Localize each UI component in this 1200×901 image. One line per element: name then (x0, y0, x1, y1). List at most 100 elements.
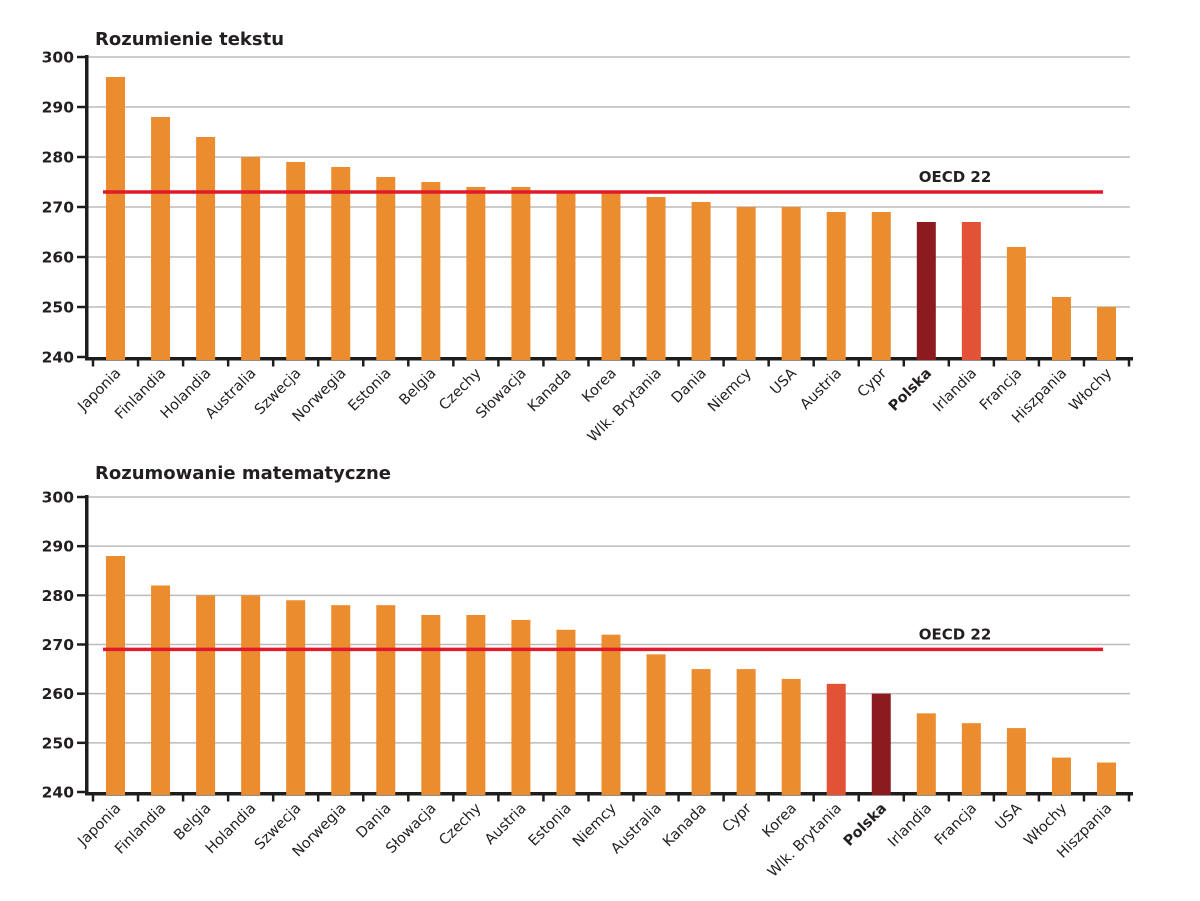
x-label-francja: Francja (932, 801, 980, 849)
bar-polska (871, 693, 891, 795)
x-tick (136, 795, 140, 802)
bar-japonia (106, 556, 126, 795)
y-axis (85, 55, 89, 361)
x-label-kanada: Kanada (525, 366, 575, 416)
x-tick (542, 360, 545, 367)
x-label-korea: Korea (579, 366, 619, 406)
x-label-usa: USA (993, 800, 1026, 833)
x-tick (857, 360, 860, 367)
x-label-irlandia: Irlandia (885, 801, 935, 851)
x-tick (316, 360, 320, 367)
y-tick-label-270: 270 (42, 636, 75, 654)
bar-korea (781, 678, 801, 795)
bar-niemcy (736, 207, 756, 360)
y-tick (77, 255, 85, 259)
x-tick (992, 795, 996, 802)
bar-cypr (871, 212, 891, 360)
y-tick (77, 495, 85, 499)
bar-austria (511, 619, 531, 795)
bar-polska (916, 222, 936, 360)
x-tick (1037, 360, 1041, 367)
x-tick (722, 360, 725, 367)
x-label-cypr: Cypr (855, 365, 890, 400)
y-tick-label-280: 280 (42, 587, 75, 605)
bar-cypr (736, 669, 756, 795)
y-tick (77, 544, 85, 548)
bar-usa (781, 207, 801, 360)
chart-title: Rozumienie tekstu (95, 29, 284, 50)
x-tick (767, 795, 770, 802)
x-label-cypr: Cypr (720, 800, 755, 835)
x-tick (226, 360, 230, 367)
bar-francja (1006, 247, 1026, 360)
y-tick-label-240: 240 (42, 349, 75, 367)
x-tick (271, 360, 275, 367)
y-tick-label-260: 260 (42, 685, 75, 703)
x-label-wlochy: Włochy (1066, 365, 1115, 414)
x-label-korea: Korea (760, 801, 800, 841)
x-label-estonia: Estonia (526, 801, 575, 850)
chart-title: Rozumowanie matematyczne (95, 463, 391, 484)
x-tick (452, 360, 455, 367)
y-tick-label-250: 250 (42, 734, 75, 752)
y-tick-label-250: 250 (42, 299, 75, 317)
y-tick-label-280: 280 (42, 149, 75, 167)
y-axis (85, 495, 89, 796)
y-tick (77, 155, 85, 159)
oecd-line-label: OECD 22 (919, 625, 992, 643)
x-label-polska: Polska (841, 801, 890, 850)
x-tick (857, 795, 860, 802)
x-label-niemcy: Niemcy (705, 365, 755, 415)
x-tick (407, 795, 410, 802)
y-tick (77, 105, 85, 109)
y-tick-label-270: 270 (42, 199, 75, 217)
x-tick (812, 360, 815, 367)
x-tick (812, 795, 815, 802)
bar-norwegia (331, 167, 351, 360)
bar-wlochy (1096, 307, 1116, 360)
bar-kanada (556, 192, 576, 360)
y-tick (77, 741, 85, 745)
bar-usa (1006, 728, 1026, 795)
x-tick (677, 795, 680, 802)
x-label-polska: Polska (886, 366, 935, 415)
bar-francja (961, 723, 981, 795)
x-tick (1082, 360, 1086, 367)
y-tick (77, 55, 85, 59)
x-tick (497, 795, 500, 802)
bar-czechy (466, 615, 486, 795)
bar-irlandia (916, 713, 936, 795)
x-tick (902, 360, 906, 367)
bar-irlandia (961, 222, 981, 360)
x-tick (722, 795, 725, 802)
x-tick (677, 360, 680, 367)
x-tick (316, 795, 320, 802)
bar-austria (826, 212, 846, 360)
x-tick (181, 795, 185, 802)
x-tick (1037, 795, 1041, 802)
bar-finlandia (151, 585, 171, 795)
x-tick (452, 795, 455, 802)
bar-czechy (466, 187, 486, 360)
x-label-austria: Austria (482, 801, 530, 849)
bar-dania (376, 605, 396, 795)
x-tick (497, 360, 500, 367)
y-tick (77, 594, 85, 597)
bar-wlk-brytania (826, 683, 846, 795)
bar-australia (646, 654, 666, 795)
x-tick (542, 795, 545, 802)
x-tick (947, 795, 951, 802)
bar-hiszpania (1096, 762, 1116, 795)
bar-wlk-brytania (646, 197, 666, 360)
x-tick (767, 360, 770, 367)
bar-kanada (691, 669, 711, 795)
x-tick (992, 360, 996, 367)
x-label-estonia: Estonia (346, 366, 395, 415)
x-label-usa: USA (767, 365, 800, 398)
chart-rozumienie-tekstu: 240250260270280290300JaponiaFinlandiaHol… (42, 29, 1133, 446)
bar-korea (601, 192, 621, 360)
x-tick (1127, 360, 1131, 367)
